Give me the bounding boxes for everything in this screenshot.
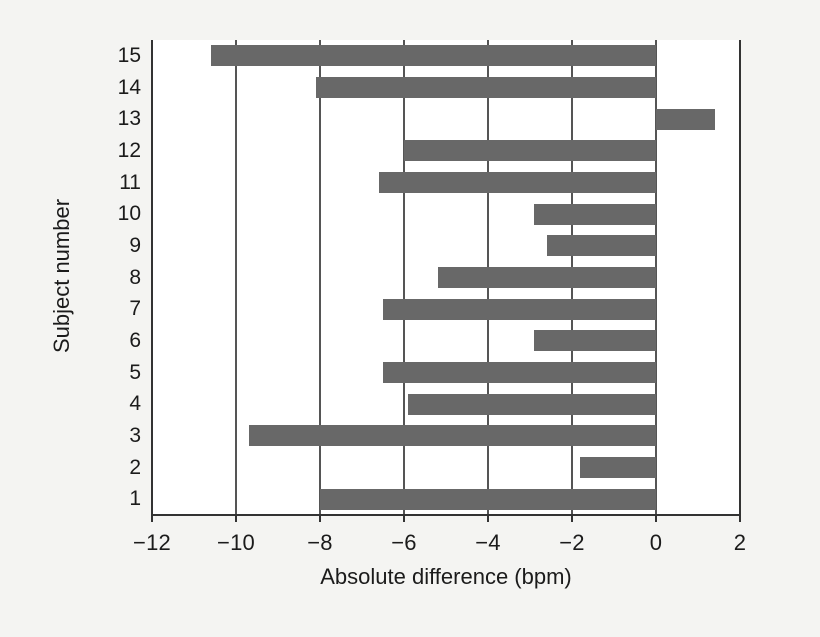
y-tick-label-9: 9 [129,233,141,257]
y-tick-label-7: 7 [129,297,141,321]
bar-subject-13 [656,108,715,130]
bar-subject-2 [580,457,656,478]
bar-subject-14 [315,77,656,98]
gridline-x--6 [403,40,405,515]
bar-subject-9 [546,235,656,257]
x-tick-label--12: −12 [133,530,171,555]
gridline-x-0 [655,40,657,515]
y-tick-label-5: 5 [129,360,141,384]
x-axis-title: Absolute difference (bpm) [320,564,572,589]
y-tick-label-10: 10 [117,202,141,226]
x-tick-label--10: −10 [217,530,255,555]
x-axis-line [151,514,741,516]
bar-subject-8 [437,267,656,288]
x-tick-label--4: −4 [475,530,501,555]
x-tick-mark-0 [655,516,657,522]
bar-subject-1 [320,488,656,510]
axis-line-right [739,40,741,522]
y-tick-label-2: 2 [129,455,141,479]
bar-subject-5 [383,362,656,383]
bar-subject-7 [383,298,656,320]
x-tick-mark--4 [487,516,489,522]
x-tick-mark-2 [739,516,741,522]
bar-subject-3 [248,425,656,447]
y-tick-label-4: 4 [129,392,141,416]
y-axis-title: Subject number [49,198,74,353]
y-tick-label-1: 1 [129,487,141,511]
bar-subject-4 [408,393,656,415]
bar-subject-11 [378,172,656,193]
y-tick-label-8: 8 [129,265,141,289]
bar-subject-12 [404,140,656,162]
gridline-x--8 [319,40,321,515]
y-tick-label-11: 11 [119,170,141,194]
gridline-x--10 [235,40,237,515]
bar-subject-6 [534,330,656,352]
y-tick-label-6: 6 [129,328,141,352]
x-tick-label-2: 2 [733,530,747,555]
x-tick-label--2: −2 [559,530,585,555]
x-tick-mark--2 [571,516,573,522]
x-tick-label--6: −6 [391,530,417,555]
x-tick-mark--6 [403,516,405,522]
x-tick-label--8: −8 [307,530,333,555]
y-tick-label-14: 14 [117,75,141,99]
x-tick-mark--10 [235,516,237,522]
y-tick-label-13: 13 [117,107,141,131]
y-tick-label-3: 3 [129,423,141,447]
x-tick-label-0: 0 [649,530,663,555]
y-tick-label-12: 12 [117,138,141,162]
bar-subject-10 [534,203,656,225]
x-tick-mark--8 [319,516,321,522]
y-axis-line-left [151,40,153,522]
x-tick-mark--12 [151,516,153,522]
y-tick-label-15: 15 [117,43,141,67]
bar-subject-15 [210,45,656,67]
